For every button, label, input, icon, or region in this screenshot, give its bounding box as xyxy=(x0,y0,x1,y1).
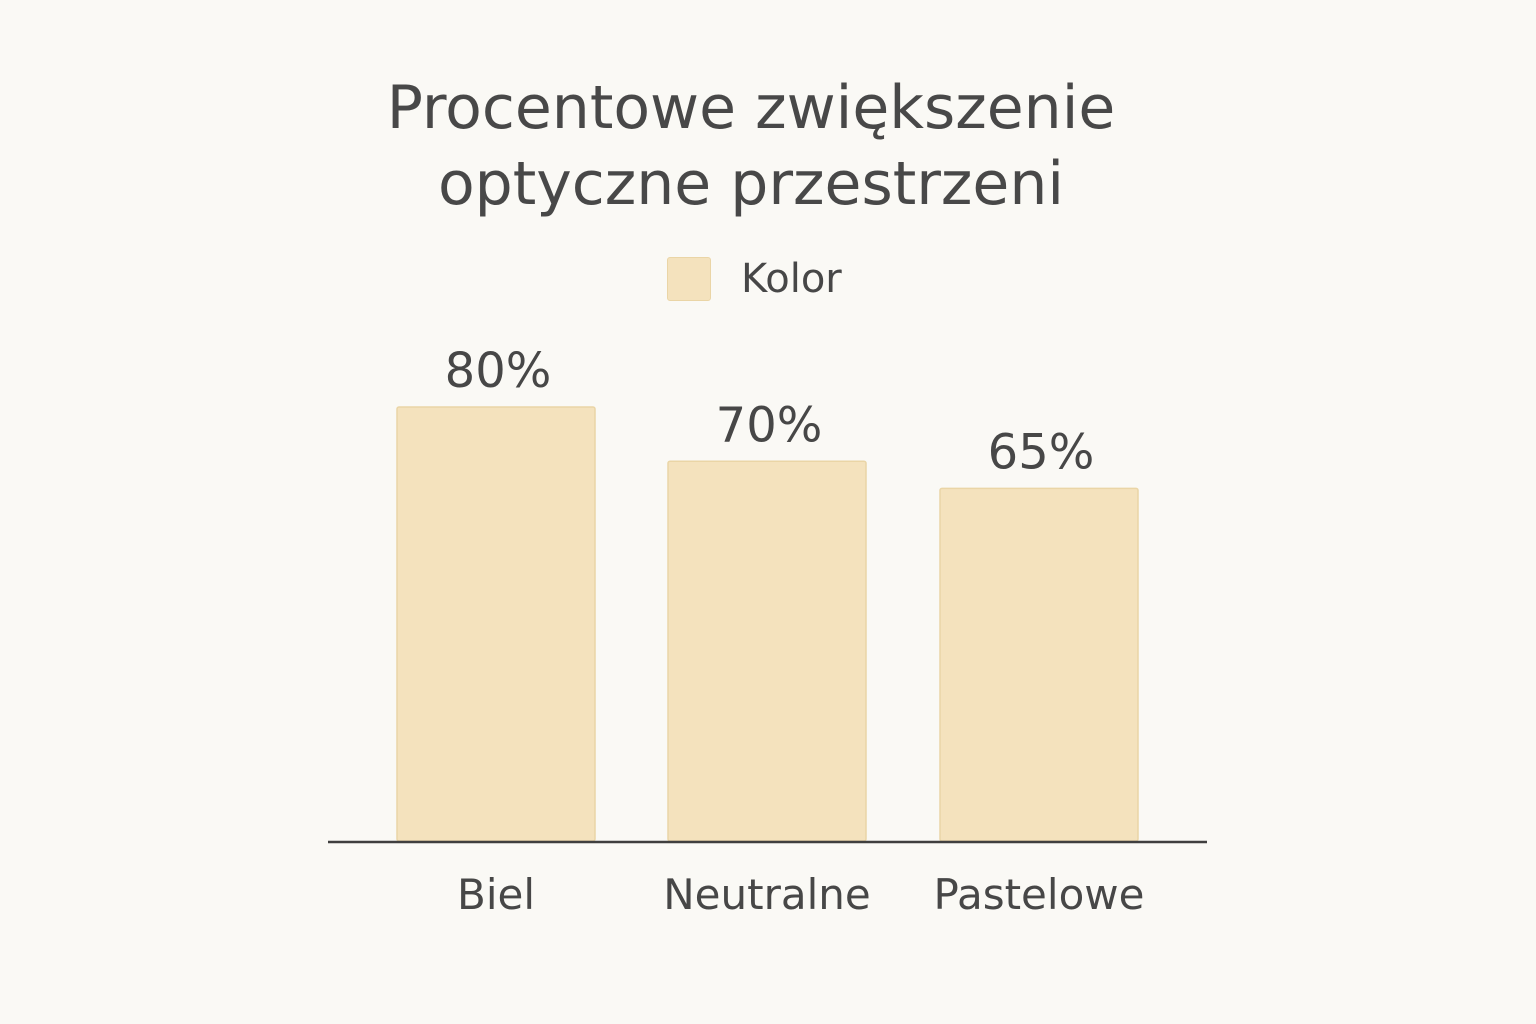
chart-legend: Kolor xyxy=(667,256,842,302)
bar-neutralne xyxy=(667,460,867,842)
category-label-pastelowe: Pastelowe xyxy=(934,870,1145,919)
value-label-biel: 80% xyxy=(445,343,552,399)
labels-group: 80% Biel 70% Neutralne 65% Pastelowe xyxy=(445,343,1145,919)
category-label-biel: Biel xyxy=(457,870,535,919)
legend-label: Kolor xyxy=(741,256,842,302)
bars-group xyxy=(396,406,1139,842)
chart-title-line-2: optyczne przestrzeni xyxy=(437,149,1065,219)
value-label-neutralne: 70% xyxy=(716,397,823,453)
value-label-pastelowe: 65% xyxy=(988,424,1095,480)
chart-title-line-1: Procentowe zwiększenie xyxy=(386,73,1116,143)
chart-title: Procentowe zwiększenie optyczne przestrz… xyxy=(0,70,1502,222)
category-label-neutralne: Neutralne xyxy=(663,870,870,919)
legend-swatch xyxy=(667,257,711,301)
bar-pastelowe xyxy=(939,487,1139,842)
bar-biel xyxy=(396,406,596,842)
